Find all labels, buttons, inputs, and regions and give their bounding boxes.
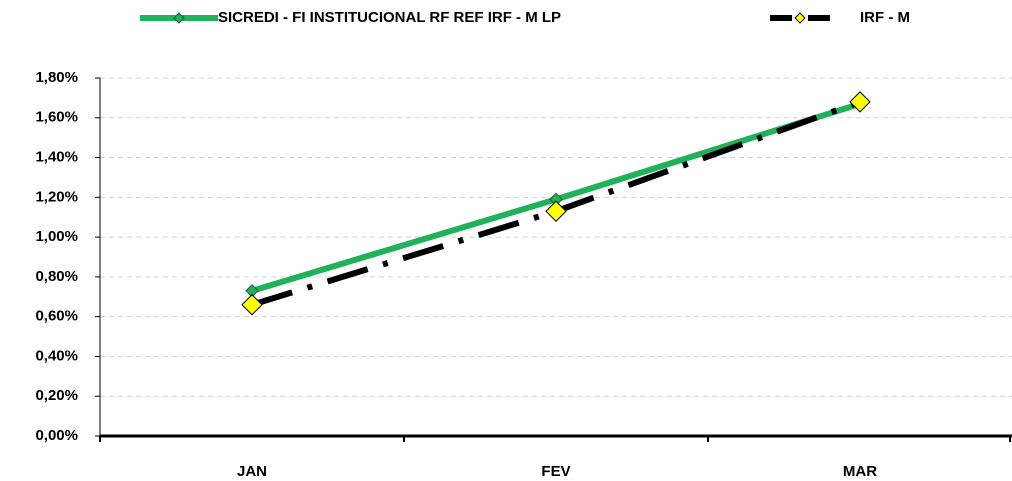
y-tick-label: 1,60%: [35, 109, 78, 126]
y-tick-label: 1,00%: [35, 228, 78, 245]
legend-label: IRF - M: [860, 9, 910, 26]
legend-marker: [173, 12, 185, 24]
data-point: [849, 91, 871, 113]
x-tick-label: FEV: [541, 463, 570, 480]
data-point: [545, 200, 567, 222]
y-tick-label: 0,60%: [35, 308, 78, 325]
y-tick-label: 0,80%: [35, 268, 78, 285]
y-tick-label: 0,20%: [35, 387, 78, 404]
y-tick-label: 1,80%: [35, 69, 78, 86]
y-tick-label: 0,40%: [35, 347, 78, 364]
legend-label: SICREDI - FI INSTITUCIONAL RF REF IRF - …: [218, 9, 561, 26]
data-point: [241, 294, 263, 316]
legend-marker: [794, 12, 806, 24]
y-tick-label: 1,40%: [35, 149, 78, 166]
y-tick-label: 0,00%: [35, 427, 78, 444]
y-tick-label: 1,20%: [35, 188, 78, 205]
x-tick-label: MAR: [843, 463, 877, 480]
x-tick-label: JAN: [237, 463, 267, 480]
